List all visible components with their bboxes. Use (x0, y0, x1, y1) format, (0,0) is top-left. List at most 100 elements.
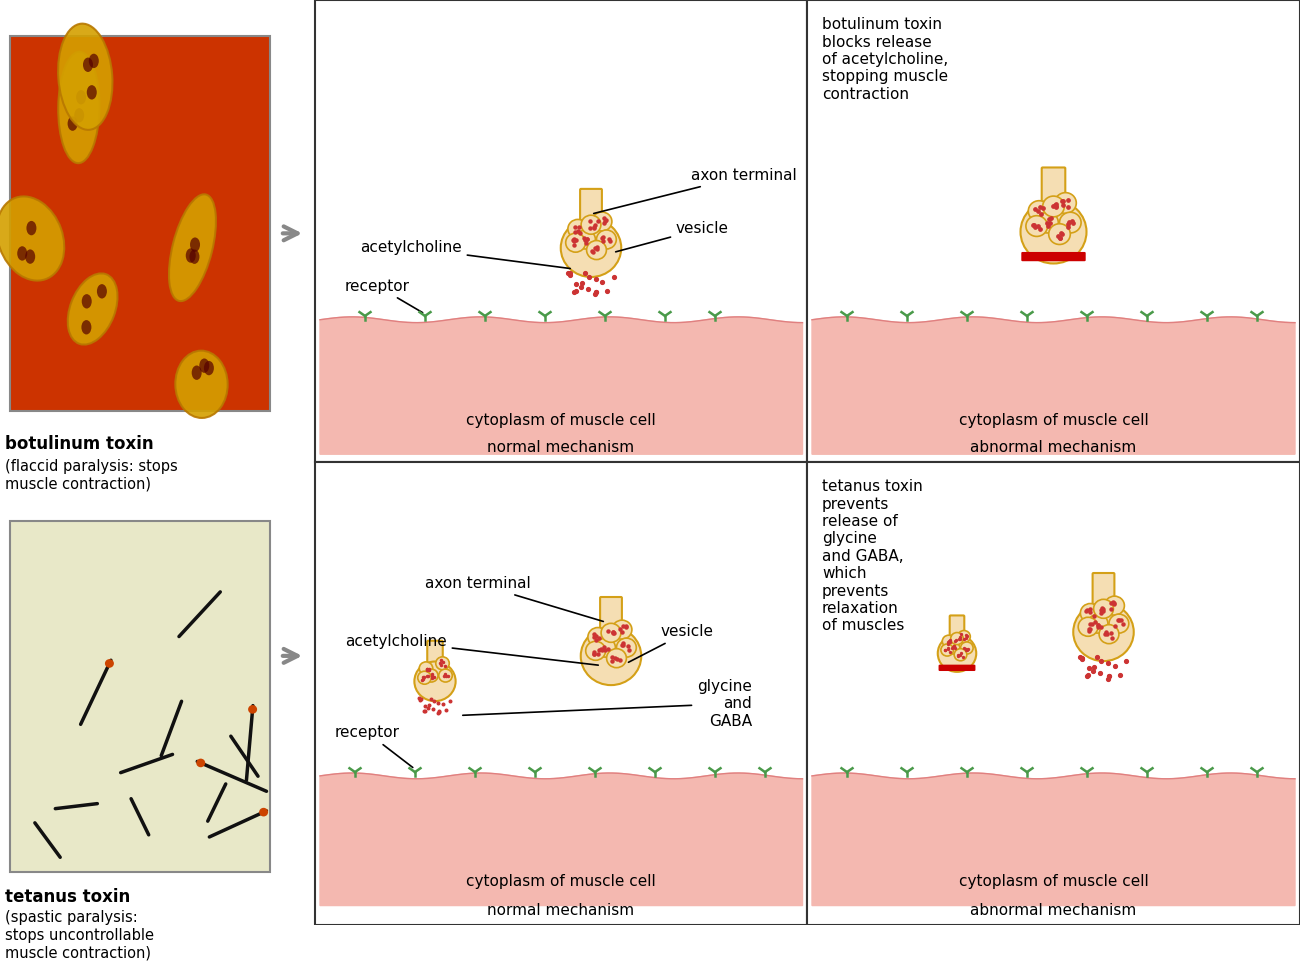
Text: cytoplasm of muscle cell: cytoplasm of muscle cell (467, 413, 656, 429)
Ellipse shape (259, 808, 268, 817)
Ellipse shape (1109, 614, 1128, 633)
Text: (spastic paralysis:
stops uncontrollable
muscle contraction): (spastic paralysis: stops uncontrollable… (5, 910, 153, 960)
Ellipse shape (186, 248, 196, 263)
Ellipse shape (98, 284, 107, 299)
Ellipse shape (199, 358, 209, 373)
Ellipse shape (586, 641, 606, 661)
Ellipse shape (191, 366, 202, 379)
Ellipse shape (1049, 223, 1070, 245)
Polygon shape (320, 773, 802, 905)
Ellipse shape (82, 320, 91, 334)
Ellipse shape (25, 249, 35, 264)
Ellipse shape (597, 230, 616, 249)
Ellipse shape (588, 628, 607, 646)
Ellipse shape (595, 638, 615, 657)
FancyBboxPatch shape (428, 640, 443, 682)
Ellipse shape (436, 657, 450, 670)
Ellipse shape (105, 659, 114, 667)
Text: receptor: receptor (335, 725, 413, 768)
Text: abnormal mechanism: abnormal mechanism (970, 440, 1136, 455)
Ellipse shape (581, 215, 601, 234)
Ellipse shape (566, 233, 585, 252)
Ellipse shape (425, 669, 438, 682)
Ellipse shape (1026, 216, 1048, 237)
Ellipse shape (82, 294, 92, 308)
Bar (807, 462, 1300, 924)
Bar (807, 0, 1300, 462)
Ellipse shape (581, 627, 641, 685)
Ellipse shape (950, 633, 963, 644)
Ellipse shape (568, 220, 588, 239)
Ellipse shape (576, 230, 595, 249)
Ellipse shape (68, 117, 78, 131)
Text: cytoplasm of muscle cell: cytoplasm of muscle cell (958, 874, 1148, 889)
Ellipse shape (17, 247, 27, 261)
Polygon shape (812, 317, 1295, 455)
Ellipse shape (948, 642, 959, 654)
Ellipse shape (0, 196, 64, 280)
Ellipse shape (612, 620, 632, 639)
FancyBboxPatch shape (10, 521, 270, 872)
Bar (315, 462, 807, 924)
Ellipse shape (190, 249, 199, 264)
Polygon shape (320, 317, 802, 455)
Ellipse shape (417, 671, 432, 684)
Ellipse shape (77, 91, 86, 105)
FancyBboxPatch shape (580, 189, 602, 248)
Ellipse shape (586, 241, 606, 260)
Text: botulinum toxin
blocks release
of acetylcholine,
stopping muscle
contraction: botulinum toxin blocks release of acetyl… (822, 17, 948, 102)
Ellipse shape (1078, 617, 1098, 637)
FancyBboxPatch shape (939, 665, 975, 670)
Text: receptor: receptor (344, 278, 422, 313)
Ellipse shape (592, 212, 612, 231)
Ellipse shape (1093, 599, 1113, 618)
FancyBboxPatch shape (1092, 573, 1114, 633)
Ellipse shape (1054, 193, 1076, 214)
Ellipse shape (58, 24, 113, 130)
Ellipse shape (68, 273, 117, 345)
Ellipse shape (1028, 200, 1050, 221)
Ellipse shape (1080, 604, 1100, 622)
Ellipse shape (954, 649, 967, 661)
Ellipse shape (74, 108, 85, 122)
Ellipse shape (961, 642, 974, 654)
Text: normal mechanism: normal mechanism (488, 903, 634, 918)
Ellipse shape (439, 669, 452, 682)
Ellipse shape (1105, 596, 1124, 615)
Ellipse shape (248, 705, 257, 714)
FancyBboxPatch shape (1041, 168, 1065, 233)
Ellipse shape (169, 195, 216, 301)
Text: acetylcholine: acetylcholine (344, 634, 598, 665)
Ellipse shape (1060, 212, 1082, 233)
Text: axon terminal: axon terminal (594, 169, 797, 214)
Ellipse shape (26, 221, 36, 235)
Text: axon terminal: axon terminal (425, 576, 603, 621)
FancyBboxPatch shape (950, 615, 965, 654)
Text: (flaccid paralysis: stops
muscle contraction): (flaccid paralysis: stops muscle contrac… (5, 459, 178, 491)
Text: tetanus toxin
prevents
release of
glycine
and GABA,
which
prevents
relaxation
of: tetanus toxin prevents release of glycin… (822, 480, 923, 634)
Text: glycine
and
GABA: glycine and GABA (463, 679, 751, 729)
Ellipse shape (204, 361, 214, 376)
Ellipse shape (941, 644, 953, 656)
Ellipse shape (1074, 603, 1134, 662)
Ellipse shape (190, 238, 200, 252)
Text: tetanus toxin: tetanus toxin (5, 888, 130, 906)
Ellipse shape (87, 85, 96, 99)
Text: normal mechanism: normal mechanism (488, 440, 634, 455)
Ellipse shape (176, 351, 227, 418)
Ellipse shape (1088, 614, 1108, 633)
Ellipse shape (88, 54, 99, 68)
Bar (315, 0, 807, 462)
Ellipse shape (607, 649, 627, 667)
Text: cytoplasm of muscle cell: cytoplasm of muscle cell (467, 874, 656, 889)
Ellipse shape (419, 662, 433, 675)
Ellipse shape (83, 58, 94, 72)
Text: vesicle: vesicle (616, 221, 729, 252)
Ellipse shape (616, 638, 636, 657)
Text: cytoplasm of muscle cell: cytoplasm of muscle cell (958, 413, 1148, 429)
Text: botulinum toxin: botulinum toxin (5, 435, 153, 453)
Ellipse shape (958, 631, 970, 642)
Polygon shape (812, 773, 1295, 905)
Ellipse shape (560, 219, 621, 277)
Text: acetylcholine: acetylcholine (360, 240, 571, 269)
